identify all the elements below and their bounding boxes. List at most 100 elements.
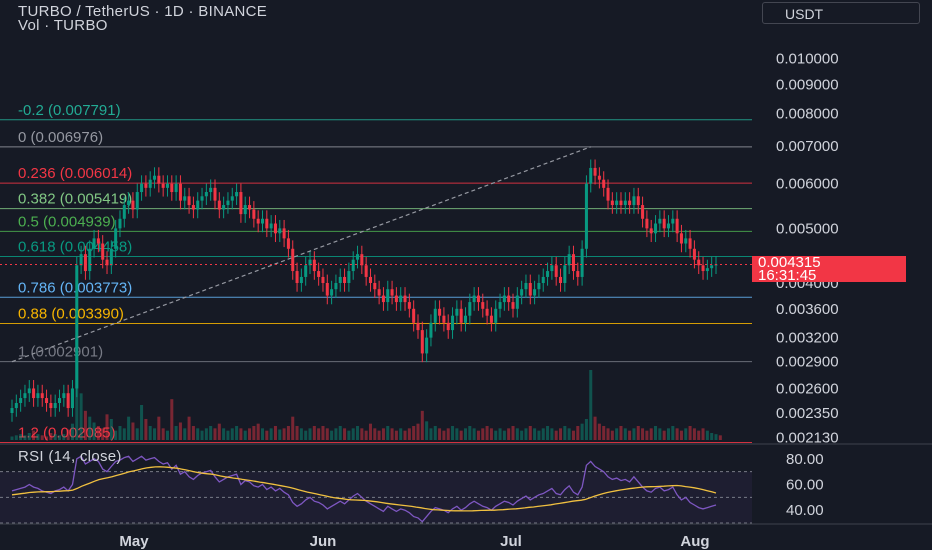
volume-bar <box>88 416 92 440</box>
volume-bar <box>451 426 455 440</box>
candle-body <box>105 259 109 266</box>
volume-bar <box>567 428 571 440</box>
candle-body <box>148 179 152 188</box>
candle-body <box>209 187 213 193</box>
volume-bar <box>446 428 450 440</box>
volume-bar <box>455 428 459 440</box>
candle-body <box>312 259 316 272</box>
volume-bar <box>291 416 295 440</box>
candle-body <box>235 192 239 197</box>
volume-bar <box>157 416 161 440</box>
fib-level-label: -0.2 (0.007791) <box>18 102 121 119</box>
candle-body <box>554 265 558 277</box>
volume-bar <box>718 435 722 440</box>
candle-body <box>684 238 688 244</box>
volume-bar <box>75 335 79 440</box>
volume-bar <box>571 430 575 440</box>
volume-bar <box>632 428 636 440</box>
volume-bar <box>563 426 567 440</box>
volume-bar <box>109 419 113 440</box>
candle-body <box>399 295 403 303</box>
rsi-line <box>11 455 717 523</box>
candle-body <box>14 403 18 409</box>
candle-body <box>476 295 480 303</box>
candle-body <box>161 183 165 188</box>
volume-bar <box>559 428 563 440</box>
candle-body <box>580 248 584 277</box>
candle-body <box>131 200 135 210</box>
candle-body <box>697 259 701 266</box>
candle-body <box>597 175 601 180</box>
candle-body <box>524 283 528 290</box>
volume-bar <box>144 419 148 440</box>
candle-body <box>36 393 40 399</box>
candle-body <box>53 403 57 409</box>
volume-bar <box>679 430 683 440</box>
candle-body <box>615 200 619 206</box>
volume-bar <box>282 428 286 440</box>
volume-bar <box>576 426 580 440</box>
price-axis-tick: 0.008000 <box>776 105 839 122</box>
volume-bar <box>260 428 265 440</box>
volume-bar <box>649 428 653 440</box>
volume-bar <box>118 426 122 440</box>
candle-body <box>299 276 303 283</box>
volume-bar <box>390 428 394 440</box>
candle-body <box>278 228 282 234</box>
candle-body <box>153 175 157 180</box>
volume-bar <box>83 410 87 440</box>
volume-bar <box>671 426 675 440</box>
volume-bar <box>165 430 169 440</box>
volume-bar <box>381 428 385 440</box>
volume-bar <box>580 423 584 440</box>
candle-body <box>174 183 178 193</box>
volume-bar <box>645 430 649 440</box>
volume-bar <box>79 393 83 440</box>
last-price-tag: 0.004315 16:31:45 <box>752 255 906 283</box>
candle-body <box>662 218 666 229</box>
price-axis-tick: 0.002600 <box>776 380 839 397</box>
volume-bar <box>459 430 463 440</box>
volume-bar <box>619 426 623 440</box>
volume-bar <box>269 428 273 440</box>
candle-body <box>368 276 372 283</box>
volume-bar <box>714 434 718 440</box>
candle-body <box>70 388 74 409</box>
candle-body <box>403 295 407 303</box>
volume-bar <box>101 428 105 440</box>
candle-body <box>533 289 537 296</box>
volume-bar <box>524 428 528 440</box>
volume-bar <box>546 426 550 440</box>
price-axis-tick: 0.006000 <box>776 176 839 193</box>
volume-bar <box>494 430 498 440</box>
volume-bar <box>662 430 666 440</box>
volume-bar <box>209 426 213 440</box>
candle-body <box>291 248 295 272</box>
candle-body <box>528 283 532 296</box>
volume-bar <box>265 430 269 440</box>
candle-body <box>468 302 472 316</box>
time-axis-tick: Jun <box>310 533 337 550</box>
volume-bar <box>468 426 472 440</box>
volume-bar <box>684 428 688 440</box>
price-axis-tick: 0.005000 <box>776 220 839 237</box>
candle-body <box>252 209 256 219</box>
candle-body <box>420 330 424 354</box>
fib-level-label: 1 (0.002901) <box>18 344 103 361</box>
candle-body <box>632 196 636 206</box>
candle-body <box>260 218 265 224</box>
candle-body <box>429 322 433 338</box>
candle-body <box>79 254 83 266</box>
volume-bar <box>463 428 468 440</box>
volume-bar <box>399 428 403 440</box>
candle-body <box>567 254 571 266</box>
volume-bar <box>114 430 118 440</box>
panel-divider <box>0 523 932 525</box>
volume-bar <box>356 426 360 440</box>
volume-bar <box>183 428 187 440</box>
currency-button[interactable]: USDT <box>762 2 920 24</box>
volume-bar <box>235 426 239 440</box>
volume-bar <box>178 422 182 440</box>
volume-bar <box>70 423 74 440</box>
